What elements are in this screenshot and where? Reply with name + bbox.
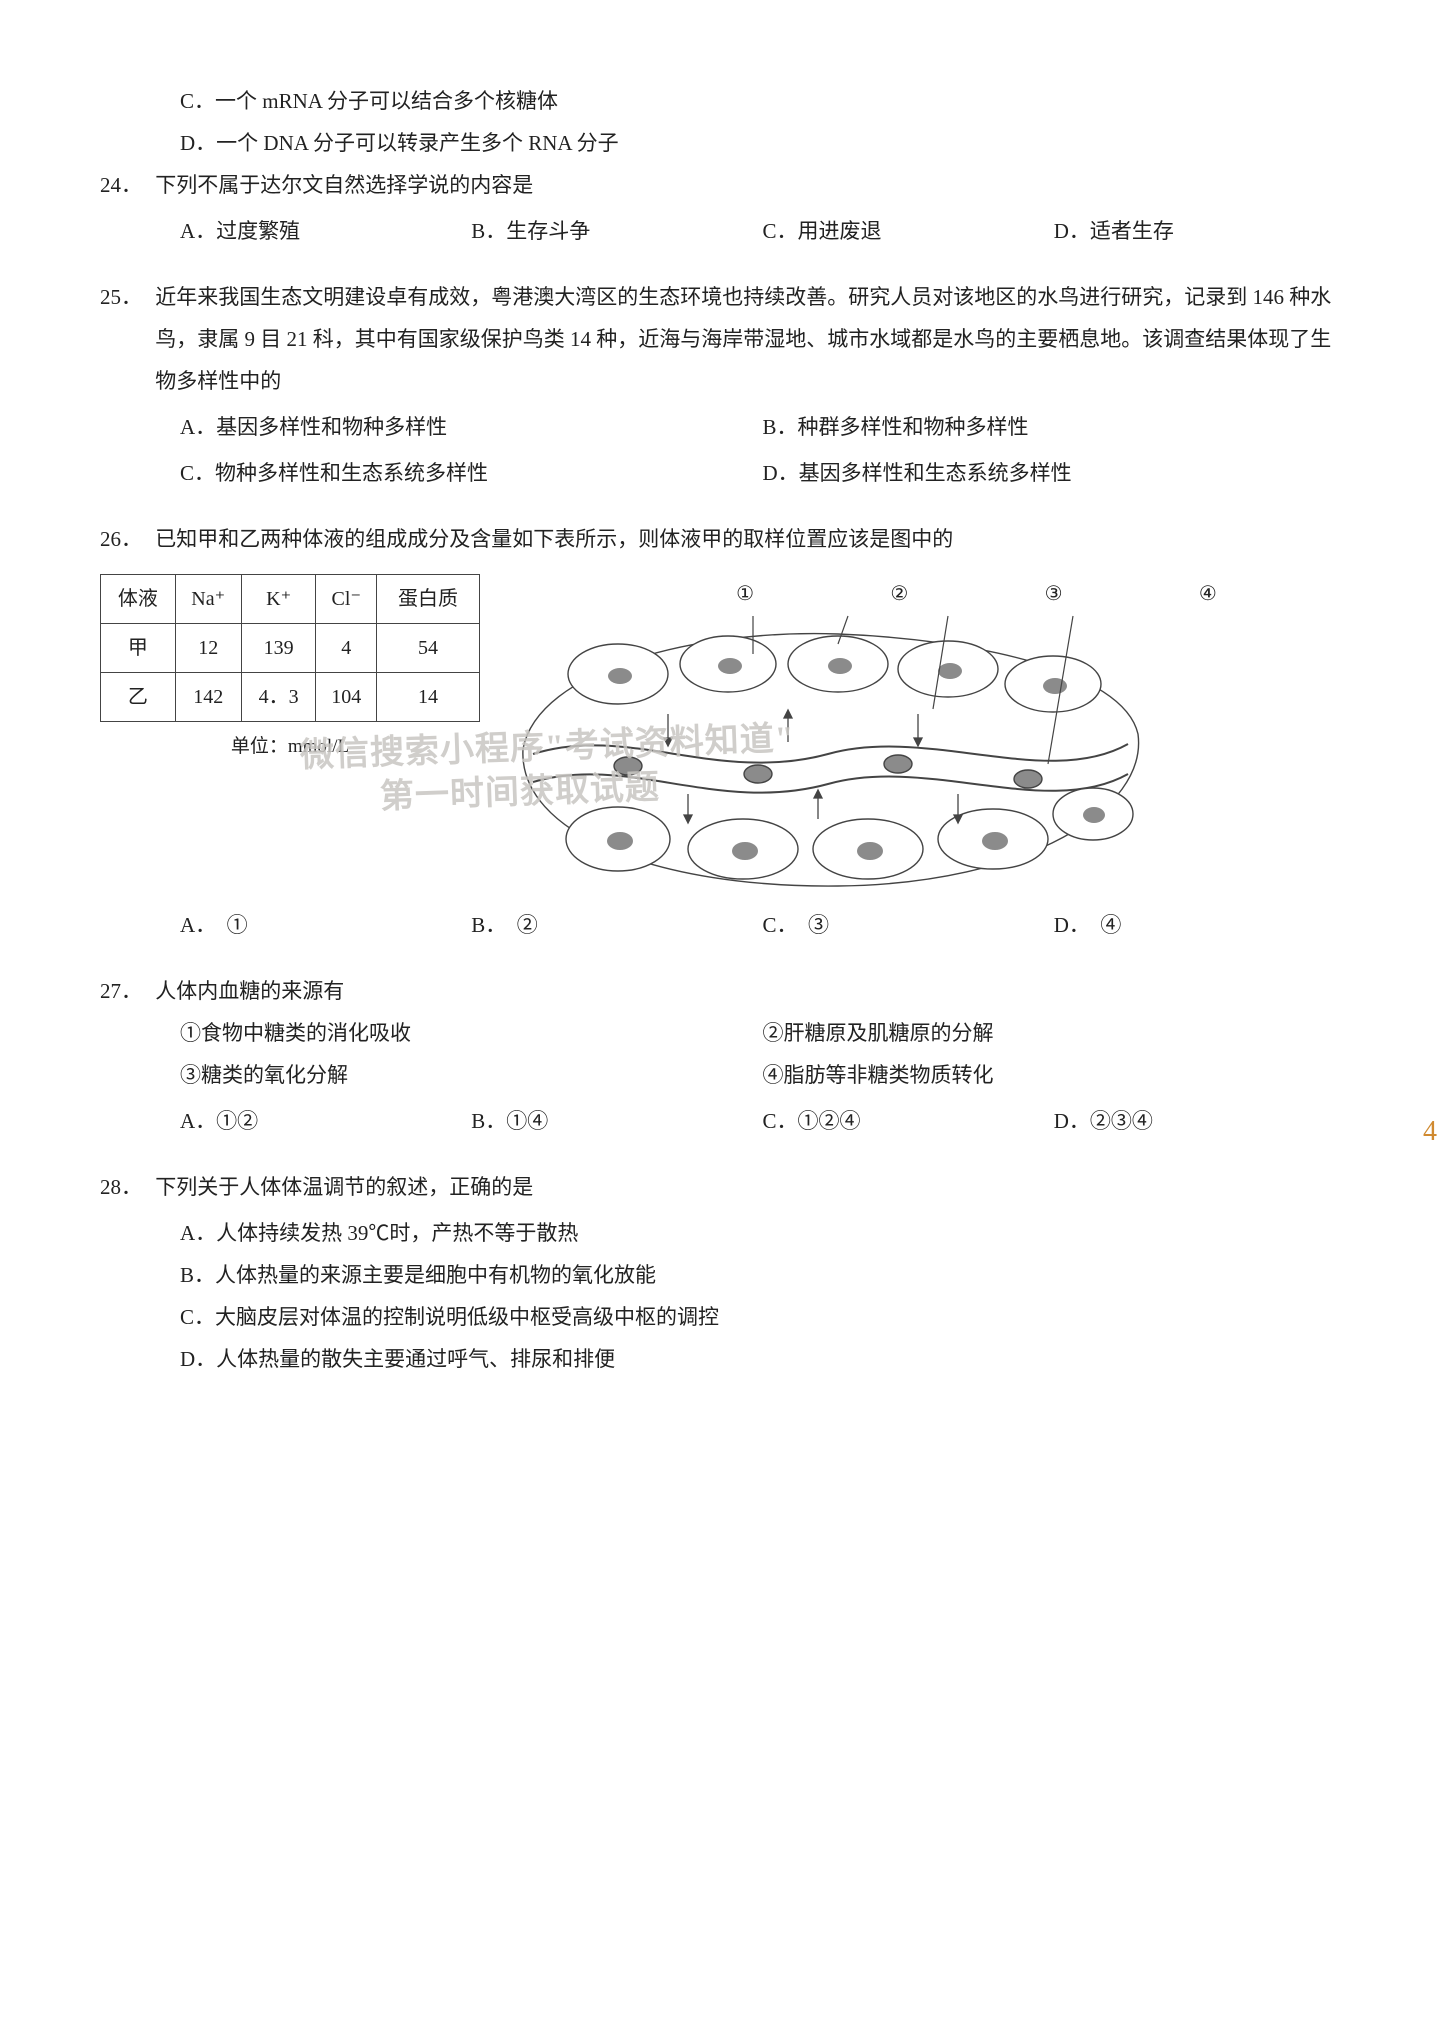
option-b: B．①④ — [471, 1100, 762, 1142]
option-row: A．过度繁殖 B．生存斗争 C．用进废退 D．适者生存 — [180, 210, 1345, 252]
option-d: D．适者生存 — [1054, 210, 1345, 252]
item-1: ①食物中糖类的消化吸收 — [180, 1012, 763, 1054]
td: 14 — [377, 673, 480, 722]
option-b: B．种群多样性和物种多样性 — [763, 406, 1346, 448]
table-row: 甲 12 139 4 54 — [101, 624, 480, 673]
td: 12 — [175, 624, 241, 673]
option-c: C．一个 mRNA 分子可以结合多个核糖体 — [180, 80, 1345, 122]
option-a: A．基因多样性和物种多样性 — [180, 406, 763, 448]
option-c: C． ③ — [763, 904, 1054, 946]
tissue-diagram-icon — [508, 614, 1148, 894]
option-d: D．一个 DNA 分子可以转录产生多个 RNA 分子 — [180, 122, 1345, 164]
option-a: A．人体持续发热 39℃时，产热不等于散热 — [180, 1212, 1345, 1254]
option-d: D．基因多样性和生态系统多样性 — [763, 452, 1346, 494]
question-24: 24． 下列不属于达尔文自然选择学说的内容是 A．过度繁殖 B．生存斗争 C．用… — [100, 164, 1345, 252]
option-a: A．①② — [180, 1100, 471, 1142]
question-25: 25． 近年来我国生态文明建设卓有成效，粤港澳大湾区的生态环境也持续改善。研究人… — [100, 276, 1345, 494]
prev-question-continuation: C．一个 mRNA 分子可以结合多个核糖体 D．一个 DNA 分子可以转录产生多… — [100, 80, 1345, 164]
question-26: 26． 已知甲和乙两种体液的组成成分及含量如下表所示，则体液甲的取样位置应该是图… — [100, 518, 1345, 946]
td: 4．3 — [241, 673, 316, 722]
option-b: B．生存斗争 — [471, 210, 762, 252]
td: 104 — [316, 673, 377, 722]
item-3: ③糖类的氧化分解 — [180, 1054, 763, 1096]
table-unit-label: 单位：mmol/L — [100, 728, 480, 766]
option-b: B． ② — [471, 904, 762, 946]
fluid-composition-table: 体液 Na⁺ K⁺ Cl⁻ 蛋白质 甲 12 139 4 54 乙 142 4．… — [100, 574, 480, 722]
question-stem: 人体内血糖的来源有 — [155, 970, 1340, 1012]
option-a: A．过度繁殖 — [180, 210, 471, 252]
question-stem: 近年来我国生态文明建设卓有成效，粤港澳大湾区的生态环境也持续改善。研究人员对该地… — [155, 276, 1340, 402]
th: 体液 — [101, 575, 176, 624]
item-2: ②肝糖原及肌糖原的分解 — [763, 1012, 1346, 1054]
diagram-callout-labels: ① ② ③ ④ — [508, 574, 1345, 614]
td: 54 — [377, 624, 480, 673]
label-4: ④ — [1199, 574, 1217, 614]
option-row: A．①② B．①④ C．①②④ D．②③④ — [180, 1100, 1345, 1142]
option-a: A． ① — [180, 904, 471, 946]
option-c: C．①②④ — [763, 1100, 1054, 1142]
th: Cl⁻ — [316, 575, 377, 624]
td: 4 — [316, 624, 377, 673]
td: 142 — [175, 673, 241, 722]
label-1: ① — [736, 574, 754, 614]
th: K⁺ — [241, 575, 316, 624]
question-stem: 已知甲和乙两种体液的组成成分及含量如下表所示，则体液甲的取样位置应该是图中的 — [155, 518, 1340, 560]
question-number: 27． — [100, 970, 150, 1012]
option-c: C．大脑皮层对体温的控制说明低级中枢受高级中枢的调控 — [180, 1296, 1345, 1338]
th: Na⁺ — [175, 575, 241, 624]
question-28: 28． 下列关于人体体温调节的叙述，正确的是 A．人体持续发热 39℃时，产热不… — [100, 1166, 1345, 1380]
item-list: ①食物中糖类的消化吸收 ②肝糖原及肌糖原的分解 ③糖类的氧化分解 ④脂肪等非糖类… — [100, 1012, 1345, 1096]
item-4: ④脂肪等非糖类物质转化 — [763, 1054, 1346, 1096]
question-number: 24． — [100, 164, 150, 206]
question-number: 28． — [100, 1166, 150, 1208]
table-row: 乙 142 4．3 104 14 — [101, 673, 480, 722]
option-d: D． ④ — [1054, 904, 1345, 946]
td: 甲 — [101, 624, 176, 673]
option-d: D．人体热量的散失主要通过呼气、排尿和排便 — [180, 1338, 1345, 1380]
option-c: C．物种多样性和生态系统多样性 — [180, 452, 763, 494]
data-table-wrapper: 体液 Na⁺ K⁺ Cl⁻ 蛋白质 甲 12 139 4 54 乙 142 4．… — [100, 574, 480, 766]
table-header-row: 体液 Na⁺ K⁺ Cl⁻ 蛋白质 — [101, 575, 480, 624]
question-stem: 下列不属于达尔文自然选择学说的内容是 — [155, 164, 1340, 206]
option-row: A．基因多样性和物种多样性 B．种群多样性和物种多样性 — [180, 406, 1345, 448]
question-27: 27． 人体内血糖的来源有 ①食物中糖类的消化吸收 ②肝糖原及肌糖原的分解 ③糖… — [100, 970, 1345, 1142]
page-number: 4 — [1423, 1104, 1437, 1160]
label-3: ③ — [1045, 574, 1063, 614]
question-stem: 下列关于人体体温调节的叙述，正确的是 — [155, 1166, 1340, 1208]
label-2: ② — [890, 574, 908, 614]
option-d: D．②③④ — [1054, 1100, 1345, 1142]
question-number: 25． — [100, 276, 150, 318]
option-c: C．用进废退 — [763, 210, 1054, 252]
option-row: A． ① B． ② C． ③ D． ④ — [180, 904, 1345, 946]
cell-diagram-wrapper: ① ② ③ ④ — [480, 574, 1345, 894]
td: 139 — [241, 624, 316, 673]
option-b: B．人体热量的来源主要是细胞中有机物的氧化放能 — [180, 1254, 1345, 1296]
option-row: C．物种多样性和生态系统多样性 D．基因多样性和生态系统多样性 — [180, 452, 1345, 494]
th: 蛋白质 — [377, 575, 480, 624]
td: 乙 — [101, 673, 176, 722]
question-number: 26． — [100, 518, 150, 560]
